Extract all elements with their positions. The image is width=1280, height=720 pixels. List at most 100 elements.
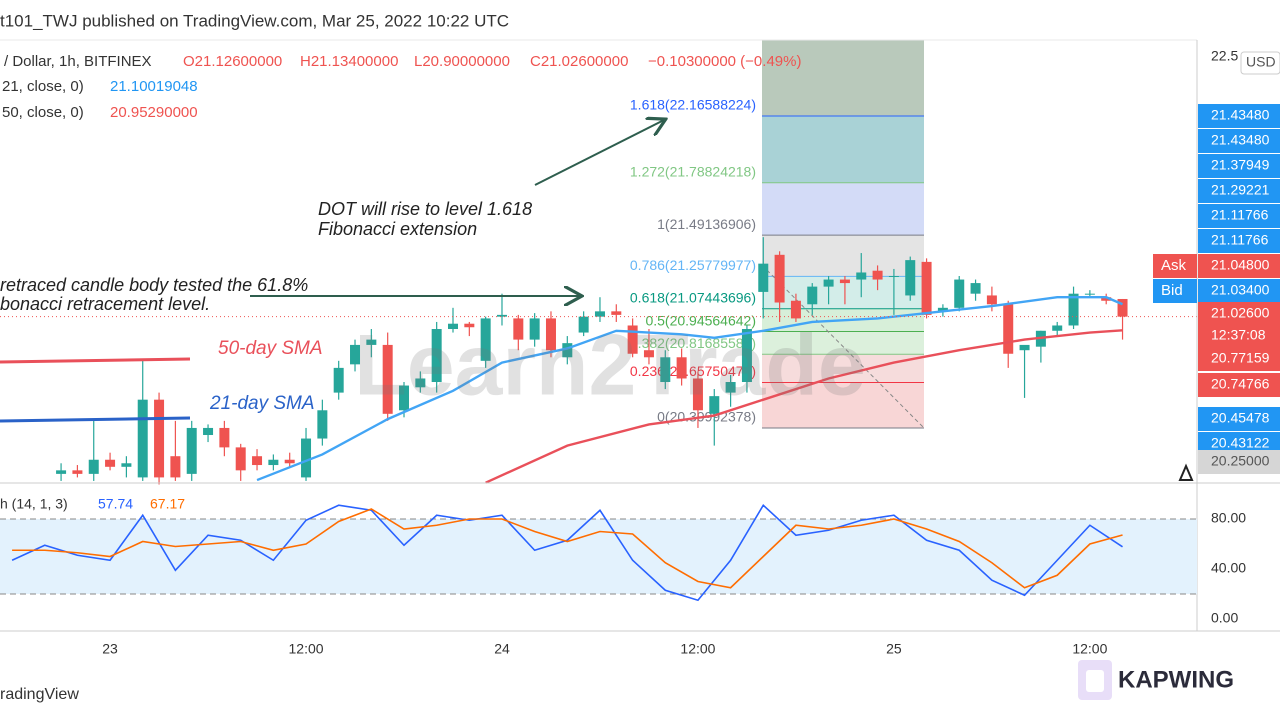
price-tag-label: 21.11766 <box>1211 207 1269 223</box>
candle-body <box>268 459 279 466</box>
candle-body <box>823 279 834 287</box>
candle-body <box>709 396 720 414</box>
annotation: retraced candle body tested the 61.8% <box>0 275 308 295</box>
candle-body <box>170 456 181 478</box>
indicator-value: 67.17 <box>150 496 185 512</box>
price-tag-label: 20.43122 <box>1211 435 1270 451</box>
logo-icon <box>1086 670 1104 692</box>
candle-body <box>1003 304 1014 354</box>
footer-logo: KAPWING <box>1118 666 1234 693</box>
price-tag-label: 20.74766 <box>1211 376 1270 392</box>
candle-body <box>627 325 638 354</box>
legend-low: L20.90000000 <box>414 53 510 70</box>
price-tag-label: 20.25000 <box>1211 453 1270 469</box>
candle-body <box>774 254 785 303</box>
price-tag-label: 21.43480 <box>1211 107 1270 123</box>
candle-body <box>235 447 246 471</box>
fib-label: 0.382(20.81685588) <box>630 335 756 351</box>
price-tag <box>1198 229 1280 253</box>
fib-label: 1.272(21.78824218) <box>630 163 756 179</box>
candle-body <box>790 300 801 319</box>
legend-change: −0.10300000 (−0.49%) <box>648 53 801 70</box>
candle-body <box>1101 297 1112 301</box>
price-tag-label: 20.45478 <box>1211 410 1270 426</box>
annotation-line <box>0 416 191 423</box>
candle-body <box>72 470 83 474</box>
candle-body <box>937 307 948 312</box>
candle-body <box>692 378 703 411</box>
legend-sma21: 21, close, 0) <box>2 78 84 95</box>
candle-body <box>382 344 393 414</box>
price-tag <box>1198 279 1280 303</box>
candle-body <box>594 311 605 317</box>
line-series <box>12 508 1123 589</box>
price-tag <box>1153 254 1197 278</box>
fib-band <box>762 182 924 236</box>
price-tag <box>1198 450 1280 474</box>
price-tag <box>1198 154 1280 178</box>
candle-body <box>888 276 899 278</box>
candle-body <box>562 343 573 358</box>
price-tag-label: 21.11766 <box>1211 232 1269 248</box>
candle-body <box>513 318 524 340</box>
price-tag-time: 12:37:08 <box>1211 327 1266 343</box>
price-tag-label: 21.02600 <box>1211 305 1270 321</box>
fib-label: 1.618(22.16588224) <box>630 97 756 113</box>
candle-body <box>839 279 850 284</box>
candle-body <box>807 286 818 305</box>
price-tag <box>1198 179 1280 203</box>
candle-body <box>856 272 867 280</box>
candle-body <box>578 316 589 333</box>
candle-body <box>872 270 883 280</box>
candle-body <box>350 344 361 365</box>
annotation-line <box>0 357 191 364</box>
price-tag <box>1198 373 1280 397</box>
candle-body <box>333 367 344 393</box>
candle-body <box>954 279 965 308</box>
price-tag-label: 21.03400 <box>1211 282 1270 298</box>
candle-body <box>496 314 507 317</box>
price-pane <box>0 237 1197 485</box>
candle-body <box>284 459 295 464</box>
price-tag <box>1153 279 1197 303</box>
legend-high: H21.13400000 <box>300 53 398 70</box>
price-tag <box>1198 129 1280 153</box>
candle-body <box>447 323 458 330</box>
candle-body <box>186 427 197 474</box>
candle-body <box>431 329 442 383</box>
price-tag-name: Ask <box>1161 257 1187 274</box>
candle-body <box>611 311 622 315</box>
candle-body <box>660 357 671 383</box>
candle-body <box>725 382 736 393</box>
candle-body <box>121 463 132 467</box>
fib-band <box>762 331 924 355</box>
price-tag <box>1198 254 1280 278</box>
x-tick-label: 25 <box>886 641 902 657</box>
y-tick-label: 0.00 <box>1211 610 1238 626</box>
candle-body <box>399 385 410 411</box>
candle-body <box>676 357 687 379</box>
candle-body <box>464 323 475 328</box>
candle-body <box>970 283 981 294</box>
candle-body <box>643 350 654 358</box>
legend-sma50: 50, close, 0) <box>2 104 84 121</box>
fib-band <box>762 40 924 116</box>
price-tag <box>1198 204 1280 228</box>
candle-body <box>986 295 997 305</box>
y-tick-label: 40.00 <box>1211 560 1246 576</box>
price-tag-label: 21.04800 <box>1211 257 1270 273</box>
candle-body <box>252 456 263 466</box>
legend-close: C21.02600000 <box>530 53 628 70</box>
annotation: 21-day SMA <box>209 393 315 414</box>
fib-label: 0.786(21.25779977) <box>630 257 756 273</box>
annotation: DOT will rise to level 1.618 <box>318 199 532 219</box>
line-series <box>11 503 1123 602</box>
price-tag-name: Bid <box>1161 282 1183 299</box>
price-tag <box>1198 347 1280 371</box>
candle-body <box>317 410 328 439</box>
annotation: 50-day SMA <box>218 338 323 359</box>
candle-body <box>758 263 769 292</box>
candle-body <box>1052 325 1063 331</box>
price-tag-label: 21.37949 <box>1211 157 1270 173</box>
